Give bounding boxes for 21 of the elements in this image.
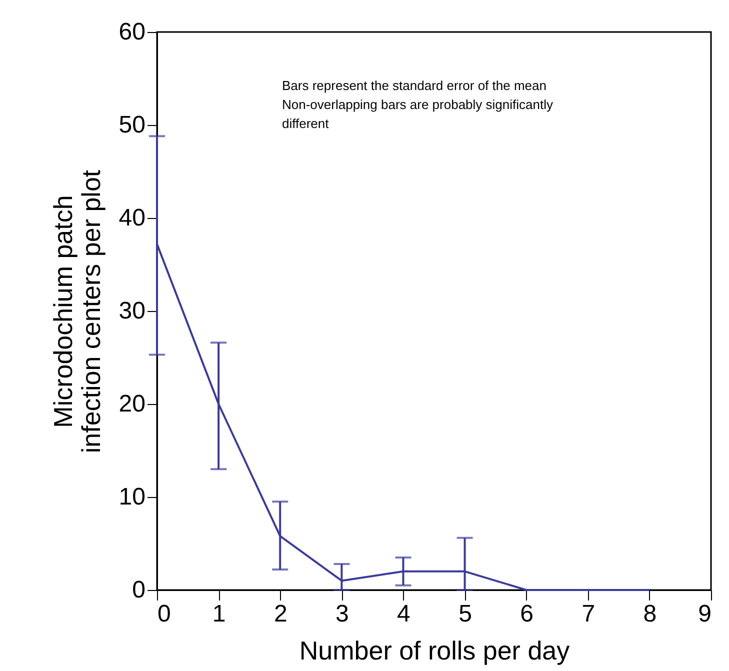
y-tick-label: 60 — [118, 18, 146, 46]
x-axis-title: Number of rolls per day — [299, 636, 570, 666]
y-axis-title: Microdochium patch infection centers per plot — [48, 169, 106, 454]
y-tick-label: 20 — [118, 390, 146, 418]
y-tick-label: 10 — [118, 484, 146, 510]
x-tick-label: 8 — [643, 600, 657, 628]
x-tick-label: 1 — [212, 600, 226, 628]
x-tick-label: 3 — [335, 600, 349, 628]
x-tick-label: 4 — [397, 600, 410, 628]
x-tick-label: 9 — [698, 600, 712, 628]
y-tick-label: 0 — [132, 576, 146, 604]
y-tick-label: 50 — [118, 112, 146, 138]
x-tick-label: 0 — [158, 600, 171, 628]
x-tick-label: 2 — [274, 600, 288, 628]
x-tick-label: 6 — [520, 600, 534, 628]
annotation: Non-overlapping bars are probably significantly different — [282, 97, 554, 131]
y-tick-label: 40 — [118, 204, 146, 232]
y-tick-label: 30 — [118, 298, 146, 324]
x-tick-label: 5 — [458, 600, 472, 628]
annotation: Bars represent the standard error of the mean — [282, 78, 546, 93]
x-tick-label: 7 — [582, 600, 596, 628]
